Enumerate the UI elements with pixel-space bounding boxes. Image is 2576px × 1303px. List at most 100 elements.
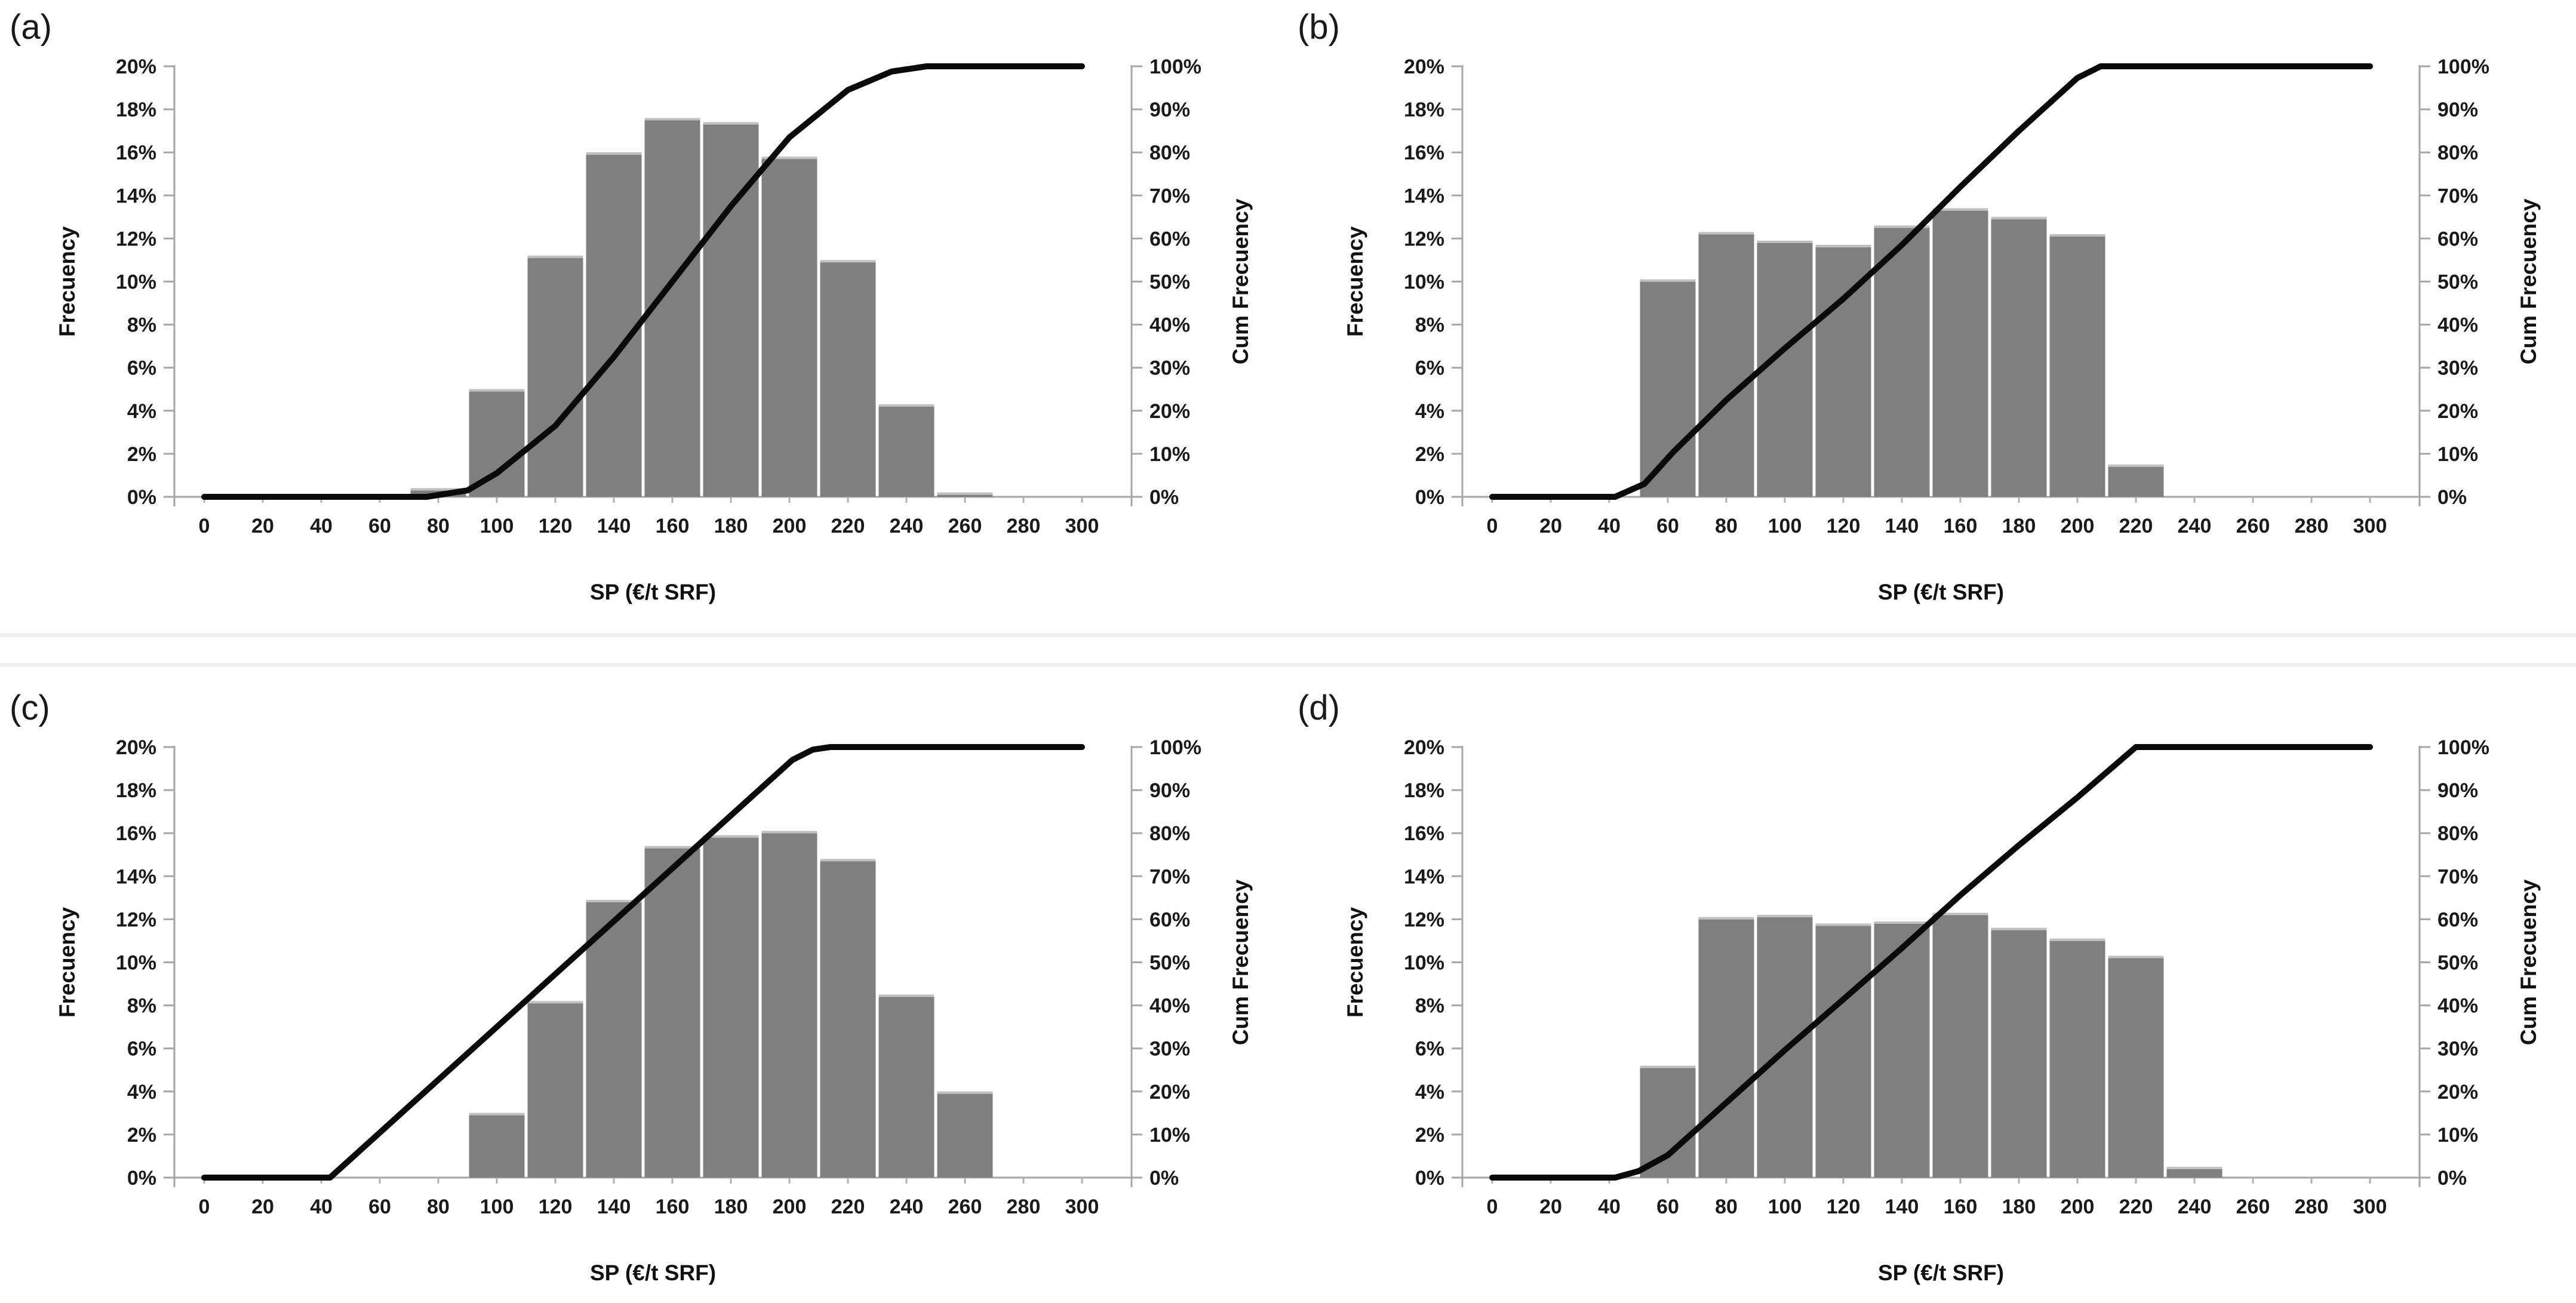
- chart-panel-b: (b) 0% 2% 4% 6% 8% 10% 12% 14% 16% 18% 20% 0% 10% 20%…: [1288, 0, 2576, 652]
- histogram-bar: [1991, 217, 2047, 497]
- y-right-tick-label: 0%: [2437, 1167, 2467, 1190]
- x-tick-label: 280: [1007, 515, 1041, 537]
- y-right-tick-label: 70%: [1149, 865, 1190, 888]
- y-left-tick-label: 6%: [1415, 1038, 1444, 1061]
- image-seam-top: [0, 633, 2576, 637]
- histogram-bar-top-cap: [1932, 208, 1988, 211]
- x-tick-label: 160: [656, 1196, 690, 1218]
- y-left-axis-title: Frecuency: [55, 226, 79, 337]
- y-right-axis-title: Cum Frecuency: [2516, 879, 2541, 1045]
- y-right-tick-label: 20%: [2437, 400, 2478, 423]
- histogram-bar-top-cap: [2166, 1166, 2223, 1169]
- x-axis-title: SP (€/t SRF): [1878, 1261, 2004, 1285]
- y-left-tick-label: 0%: [127, 486, 156, 509]
- x-tick-label: 140: [1885, 1196, 1919, 1218]
- histogram-bar: [1874, 921, 1930, 1178]
- y-left-tick-label: 16%: [1404, 142, 1444, 164]
- histogram-bar-top-cap: [937, 492, 993, 495]
- y-right-tick-label: 100%: [2437, 56, 2489, 78]
- histogram-bar-top-cap: [1874, 921, 1930, 924]
- x-axis-title: SP (€/t SRF): [1878, 580, 2004, 604]
- histogram-bar-top-cap: [703, 122, 759, 125]
- histogram-bar-top-cap: [878, 404, 935, 407]
- histogram-bar: [878, 404, 935, 497]
- y-left-tick-label: 20%: [116, 736, 156, 759]
- y-right-tick-label: 0%: [1149, 1167, 1179, 1190]
- x-tick-label: 40: [1598, 515, 1621, 537]
- y-left-tick-label: 4%: [127, 1081, 156, 1104]
- histogram-bar-top-cap: [644, 118, 700, 121]
- histogram-bar-top-cap: [469, 1113, 525, 1115]
- y-left-tick-label: 8%: [1415, 314, 1444, 337]
- chart-panel-d: (d) 0% 2% 4% 6% 8% 10% 12% 14% 16% 18% 20% 0% 10% 20%…: [1288, 681, 2576, 1303]
- y-left-tick-label: 8%: [127, 314, 156, 337]
- y-right-tick-label: 60%: [2437, 228, 2478, 250]
- x-tick-label: 280: [2295, 515, 2329, 537]
- x-tick-label: 140: [597, 1196, 631, 1218]
- cum-frequency-line: [201, 744, 1085, 1181]
- x-tick-label: 240: [2178, 1196, 2212, 1218]
- x-tick-label: 220: [2119, 1196, 2153, 1218]
- histogram-bar: [2108, 955, 2164, 1178]
- y-right-tick-label: 90%: [1149, 99, 1190, 121]
- x-tick-label: 300: [2353, 1196, 2387, 1218]
- x-tick-label: 260: [948, 1196, 982, 1218]
- y-left-tick-label: 4%: [1415, 1081, 1444, 1104]
- y-right-tick-label: 60%: [1149, 908, 1190, 931]
- y-right-tick-label: 100%: [1149, 736, 1201, 759]
- histogram-bar-top-cap: [1698, 917, 1754, 920]
- chart-a-svg: 0% 2% 4% 6% 8% 10% 12% 14% 16% 18% 20% 0% 10% 20% 30% 4…: [55, 56, 1253, 604]
- histogram-bar: [527, 256, 583, 497]
- y-left-tick-label: 2%: [127, 1124, 156, 1147]
- x-tick-label: 100: [1768, 1196, 1802, 1218]
- x-axis-title: SP (€/t SRF): [590, 580, 716, 604]
- x-tick-label: 280: [1007, 1196, 1041, 1218]
- y-right-tick-label: 10%: [1149, 443, 1190, 466]
- x-tick-label: 40: [310, 515, 333, 537]
- y-right-tick-label: 30%: [1149, 1038, 1190, 1061]
- cum-frequency-line: [201, 63, 1085, 500]
- x-tick-label: 220: [831, 1196, 865, 1218]
- chart-panel-c: (c) 0% 2% 4% 6% 8% 10% 12% 14% 16% 18% 20% 0% 10% 20%…: [0, 681, 1288, 1303]
- y-left-tick-label: 18%: [1404, 779, 1444, 802]
- histogram-bar-top-cap: [586, 152, 642, 155]
- histogram-bar: [2108, 464, 2164, 497]
- y-right-axis-title: Cum Frecuency: [1228, 198, 1253, 364]
- x-tick-label: 100: [480, 1196, 514, 1218]
- y-right-tick-label: 80%: [2437, 142, 2478, 164]
- histogram-bar-top-cap: [820, 859, 876, 862]
- y-left-tick-label: 10%: [1404, 952, 1444, 975]
- y-left-tick-label: 18%: [1404, 99, 1444, 121]
- cum-frequency-line: [1489, 744, 2373, 1181]
- histogram-bar: [1698, 232, 1754, 497]
- y-right-tick-label: 20%: [2437, 1081, 2478, 1104]
- x-tick-label: 160: [1944, 1196, 1978, 1218]
- y-right-tick-label: 90%: [1149, 779, 1190, 802]
- histogram-bar: [527, 1001, 583, 1178]
- y-right-tick-label: 50%: [2437, 271, 2478, 294]
- histogram-bar: [469, 1113, 525, 1178]
- y-left-tick-label: 12%: [116, 228, 156, 250]
- x-tick-label: 40: [1598, 1196, 1621, 1218]
- x-tick-label: 200: [773, 1196, 807, 1218]
- y-left-axis-title: Frecuency: [55, 907, 79, 1018]
- histogram-bar: [878, 994, 935, 1178]
- y-right-tick-label: 0%: [2437, 486, 2467, 509]
- y-right-axis-title: Cum Frecuency: [2516, 198, 2541, 364]
- y-right-tick-label: 100%: [2437, 736, 2489, 759]
- x-tick-label: 300: [1065, 515, 1099, 537]
- histogram-bar-top-cap: [937, 1091, 993, 1094]
- y-left-tick-label: 6%: [127, 1038, 156, 1061]
- y-left-tick-label: 20%: [1404, 56, 1444, 78]
- y-right-tick-label: 10%: [1149, 1124, 1190, 1147]
- y-right-tick-label: 60%: [1149, 228, 1190, 250]
- histogram-bar: [644, 846, 700, 1178]
- x-tick-label: 20: [1539, 515, 1562, 537]
- x-tick-label: 80: [1715, 515, 1738, 537]
- y-left-axis-title: Frecuency: [1343, 907, 1367, 1018]
- x-tick-label: 0: [199, 1196, 210, 1218]
- y-left-tick-label: 12%: [116, 908, 156, 931]
- x-tick-label: 180: [2002, 515, 2036, 537]
- y-right-tick-label: 10%: [2437, 1124, 2478, 1147]
- histogram-bar-top-cap: [2108, 955, 2164, 958]
